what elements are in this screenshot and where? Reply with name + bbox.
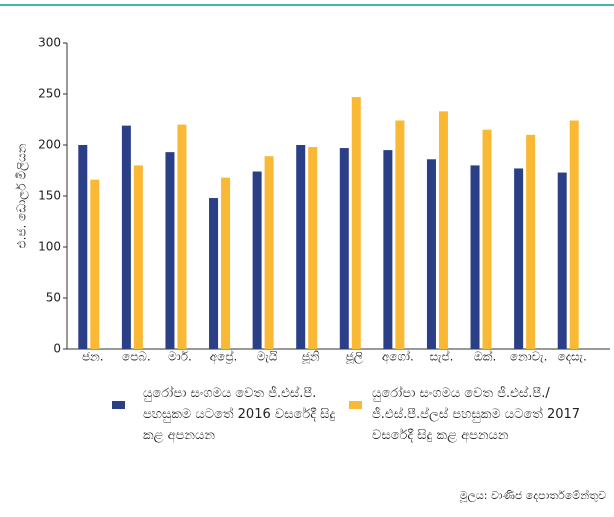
- x-tick-label: ඔක්.: [474, 349, 496, 363]
- bar: [296, 145, 306, 349]
- legend-swatch: [349, 401, 362, 409]
- bar: [383, 150, 393, 349]
- bar: [78, 145, 88, 349]
- y-tick-label: 100: [38, 240, 61, 254]
- bar: [351, 97, 361, 349]
- x-tick-label: ජන.: [82, 350, 104, 364]
- bar: [557, 172, 567, 349]
- bar: [221, 177, 231, 349]
- bar: [438, 111, 448, 349]
- bar: [339, 148, 349, 349]
- x-tick-label: ජූනි: [302, 350, 320, 365]
- bar: [426, 159, 436, 349]
- x-tick-label: සැප්.: [429, 349, 453, 363]
- bar: [177, 124, 187, 349]
- bar: [482, 129, 492, 349]
- bar: [308, 147, 318, 349]
- legend-label: යුරෝපා සංගමය වෙත ජී.එස්.පී./ජී.එස්.පී.ප්…: [372, 386, 581, 443]
- legend-label: යුරෝපා සංගමය වෙත ජී.එස්.පී. පහසුකම යටතේ …: [143, 386, 336, 443]
- bar: [526, 134, 536, 349]
- y-tick-label: 250: [38, 87, 61, 101]
- y-tick-label: 150: [38, 189, 61, 203]
- bar: [121, 125, 131, 350]
- legend-swatch: [112, 401, 125, 409]
- bar: [209, 198, 219, 349]
- x-tick-label: නොවැ.: [510, 350, 548, 364]
- bar: [569, 120, 579, 350]
- bar: [90, 179, 100, 349]
- source: මූලය: වාණිජ දෙපාර්තමේන්තුව: [459, 488, 606, 503]
- bar: [470, 165, 480, 349]
- y-axis-label: එ.ජ. ඩොලර් මිලියන: [15, 143, 30, 248]
- x-tick-label: පෙබ.: [122, 350, 151, 364]
- x-tick-label: මාර්.: [168, 350, 192, 364]
- x-tick-label: අප්‍රේ.: [210, 349, 238, 364]
- bar: [395, 120, 405, 350]
- y-tick-label: 50: [46, 291, 61, 305]
- x-tick-label: අගෝ.: [382, 350, 414, 365]
- bar: [264, 156, 274, 349]
- bar: [252, 171, 262, 349]
- x-tick-label: මැයි: [257, 350, 278, 364]
- bar: [165, 152, 175, 349]
- x-tick-label: දෙසැ.: [558, 350, 587, 364]
- bar: [133, 165, 143, 349]
- y-tick-label: 200: [38, 138, 61, 152]
- y-tick-label: 300: [38, 36, 61, 50]
- bar: [514, 168, 524, 349]
- y-tick-label: 0: [53, 342, 61, 356]
- x-tick-label: ජූලි: [346, 350, 363, 365]
